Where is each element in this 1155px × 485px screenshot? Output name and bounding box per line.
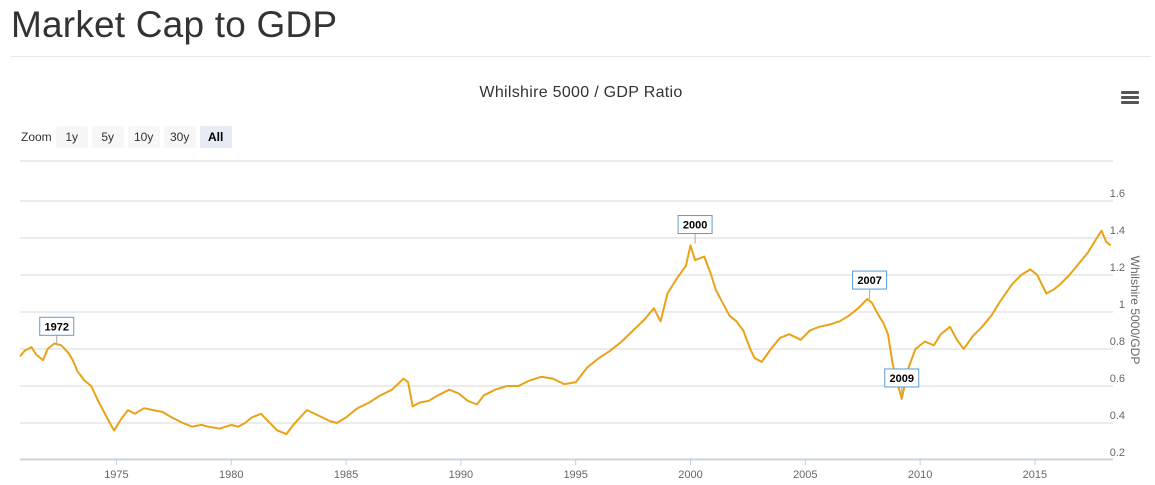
y-tick-label: 0.2 [1110, 447, 1125, 459]
zoom-30y-button[interactable]: 30y [163, 126, 196, 148]
x-tick-label: 1995 [563, 469, 587, 481]
flag-box [39, 316, 75, 336]
x-tick-label: 1980 [219, 469, 243, 481]
zoom-1y-button[interactable]: 1y [55, 126, 88, 148]
y-tick-label: 0.6 [1110, 373, 1125, 385]
x-tick-label: 2005 [793, 469, 817, 481]
y-tick-label: 0.8 [1110, 336, 1125, 348]
y-tick-label: 0.4 [1110, 410, 1125, 422]
y-axis-title: Whilshire 5000/GDP [1128, 256, 1142, 365]
chart-title: Whilshire 5000 / GDP Ratio [479, 84, 683, 101]
zoom-selector: Zoom 1y 5y 10y 30y All [21, 126, 236, 148]
x-tick-label: 1975 [104, 469, 128, 481]
x-tick-label: 1985 [334, 469, 358, 481]
zoom-label: Zoom [21, 130, 52, 144]
flag-label: 1972 [44, 321, 68, 333]
flag-box [677, 215, 713, 235]
title-divider [11, 56, 1151, 57]
x-tick-label: 2010 [908, 469, 932, 481]
x-tick-label: 2000 [678, 469, 702, 481]
chart-menu-icon[interactable] [1121, 91, 1139, 105]
y-tick-label: 1.6 [1110, 188, 1125, 200]
y-tick-label: 1.2 [1110, 262, 1125, 274]
flag-label: 2009 [890, 373, 914, 385]
flag-label: 2000 [683, 220, 707, 232]
page-title: Market Cap to GDP [11, 4, 338, 45]
flag-box [884, 368, 920, 388]
zoom-5y-button[interactable]: 5y [91, 126, 124, 148]
series-line [19, 229, 1112, 436]
zoom-10y-button[interactable]: 10y [127, 126, 160, 148]
x-tick-label: 1990 [449, 469, 473, 481]
y-tick-label: 1 [1119, 299, 1125, 311]
zoom-all-button[interactable]: All [199, 126, 232, 148]
x-tick-label: 2015 [1023, 469, 1047, 481]
flag-label: 2007 [857, 275, 881, 287]
y-tick-label: 1.4 [1110, 225, 1125, 237]
flag-box [852, 270, 888, 290]
